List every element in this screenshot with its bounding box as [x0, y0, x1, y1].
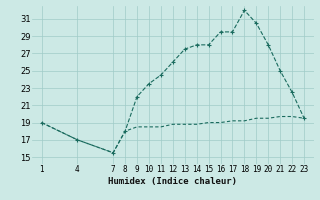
X-axis label: Humidex (Indice chaleur): Humidex (Indice chaleur): [108, 177, 237, 186]
